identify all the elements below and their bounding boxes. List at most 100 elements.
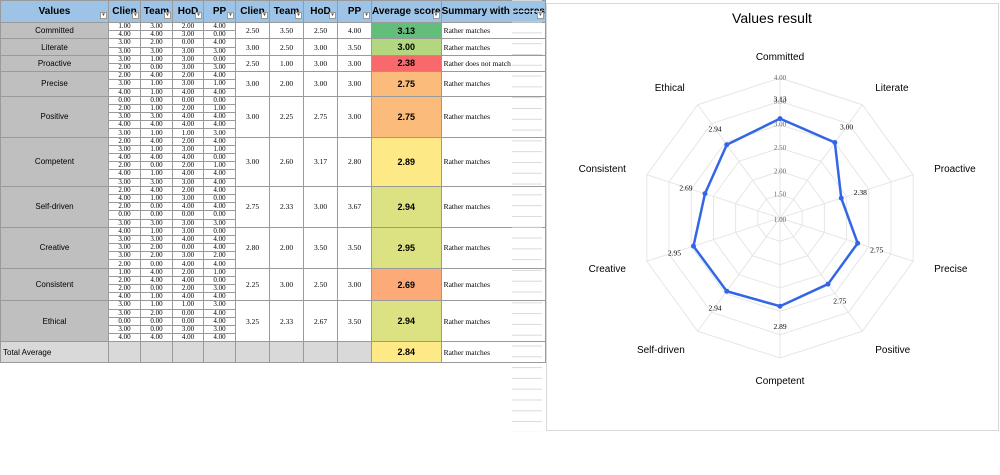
score-cell[interactable]: 2.00 [172, 103, 204, 114]
score-cell[interactable]: 4.00 [172, 169, 204, 179]
score-cell[interactable]: 4.00 [172, 152, 204, 163]
score-cell[interactable]: 3.00 [172, 144, 204, 155]
score-cell[interactable]: 0.00 [203, 275, 236, 286]
score-cell[interactable]: 3.00 [172, 177, 204, 187]
col-header-team-avg[interactable]: Team ▾ [269, 0, 304, 23]
score-cell[interactable]: 0.00 [140, 283, 173, 294]
empty-cell[interactable] [108, 341, 141, 364]
value-name-cell[interactable]: Competent [0, 136, 109, 187]
score-cell[interactable]: 4.00 [108, 152, 141, 163]
score-cell[interactable]: 1.00 [140, 87, 173, 97]
score-cell[interactable]: 2.00 [108, 136, 141, 146]
score-cell[interactable]: 1.00 [203, 161, 236, 171]
score-cell[interactable]: 0.00 [203, 193, 236, 204]
score-cell[interactable]: 3.00 [108, 243, 141, 253]
score-cell[interactable]: 3.00 [108, 128, 141, 138]
filter-dropdown-icon[interactable]: ▾ [329, 12, 336, 19]
score-cell[interactable]: 4.00 [203, 333, 236, 343]
score-cell[interactable]: 1.00 [203, 267, 236, 277]
score-cell[interactable]: 0.00 [203, 95, 236, 105]
value-name-cell[interactable]: Proactive [0, 54, 109, 73]
group-average-cell[interactable]: 2.50 [269, 38, 304, 56]
score-cell[interactable]: 4.00 [172, 120, 204, 130]
score-cell[interactable]: 1.00 [140, 144, 173, 155]
score-cell[interactable]: 4.00 [108, 292, 141, 302]
score-cell[interactable]: 2.00 [172, 267, 204, 277]
average-score-cell[interactable]: 2.94 [371, 185, 442, 228]
score-cell[interactable]: 4.00 [203, 243, 236, 253]
score-cell[interactable]: 1.00 [140, 193, 173, 204]
col-header-average-score[interactable]: Average score ▾ [371, 0, 442, 23]
score-cell[interactable]: 4.00 [172, 259, 204, 269]
score-cell[interactable]: 4.00 [172, 275, 204, 286]
group-average-cell[interactable]: 3.50 [337, 300, 372, 343]
col-header-hod-raw[interactable]: HoD ▾ [172, 0, 204, 23]
group-average-cell[interactable]: 3.00 [303, 54, 338, 73]
score-cell[interactable]: 2.00 [203, 251, 236, 261]
score-cell[interactable]: 1.00 [140, 103, 173, 114]
score-cell[interactable]: 0.00 [108, 316, 141, 326]
score-cell[interactable]: 3.00 [108, 218, 141, 228]
score-cell[interactable]: 0.00 [172, 210, 204, 220]
score-cell[interactable]: 3.00 [172, 226, 204, 236]
group-average-cell[interactable]: 3.00 [235, 136, 270, 187]
score-cell[interactable]: 1.00 [203, 144, 236, 155]
score-cell[interactable]: 2.00 [140, 308, 173, 318]
score-cell[interactable]: 2.00 [108, 283, 141, 294]
group-average-cell[interactable]: 3.00 [235, 95, 270, 138]
empty-cell[interactable] [337, 341, 372, 364]
score-cell[interactable]: 4.00 [203, 316, 236, 326]
filter-dropdown-icon[interactable]: ▾ [132, 12, 139, 19]
score-cell[interactable]: 0.00 [108, 210, 141, 220]
score-cell[interactable]: 1.00 [140, 292, 173, 302]
group-average-cell[interactable]: 2.80 [337, 136, 372, 187]
score-cell[interactable]: 0.00 [203, 152, 236, 163]
score-cell[interactable]: 3.00 [172, 54, 204, 64]
group-average-cell[interactable]: 3.00 [303, 71, 338, 97]
score-cell[interactable]: 4.00 [203, 292, 236, 302]
score-cell[interactable]: 2.00 [108, 62, 141, 73]
group-average-cell[interactable]: 3.00 [235, 71, 270, 97]
score-cell[interactable]: 3.00 [140, 112, 173, 122]
score-cell[interactable]: 4.00 [203, 136, 236, 146]
group-average-cell[interactable]: 2.25 [269, 95, 304, 138]
score-cell[interactable]: 4.00 [203, 21, 236, 32]
average-score-cell[interactable]: 2.69 [371, 267, 442, 302]
score-cell[interactable]: 4.00 [203, 185, 236, 195]
score-cell[interactable]: 1.00 [140, 300, 173, 310]
group-average-cell[interactable]: 3.00 [235, 38, 270, 56]
value-name-cell[interactable]: Committed [0, 21, 109, 40]
value-name-cell[interactable]: Consistent [0, 267, 109, 302]
score-cell[interactable]: 4.00 [140, 275, 173, 286]
col-header-team-raw[interactable]: Team ▾ [140, 0, 173, 23]
group-average-cell[interactable]: 2.00 [269, 226, 304, 269]
score-cell[interactable]: 0.00 [140, 324, 173, 335]
score-cell[interactable]: 3.00 [140, 234, 173, 245]
score-cell[interactable]: 4.00 [203, 120, 236, 130]
score-cell[interactable]: 2.00 [108, 185, 141, 195]
score-cell[interactable]: 0.00 [172, 38, 204, 48]
average-score-cell[interactable]: 2.75 [371, 71, 442, 97]
score-cell[interactable]: 3.00 [108, 177, 141, 187]
group-average-cell[interactable]: 3.00 [337, 95, 372, 138]
value-name-cell[interactable]: Creative [0, 226, 109, 269]
group-average-cell[interactable]: 2.60 [269, 136, 304, 187]
empty-cell[interactable] [269, 341, 304, 364]
score-cell[interactable]: 1.00 [140, 79, 173, 89]
filter-dropdown-icon[interactable]: ▾ [432, 12, 440, 19]
filter-dropdown-icon[interactable]: ▾ [363, 12, 370, 19]
empty-cell[interactable] [235, 341, 270, 364]
value-name-cell[interactable]: Self-driven [0, 185, 109, 228]
score-cell[interactable]: 0.00 [140, 95, 173, 105]
score-cell[interactable]: 2.00 [140, 243, 173, 253]
total-average-cell[interactable]: 2.84 [371, 341, 442, 364]
score-cell[interactable]: 4.00 [203, 112, 236, 122]
score-cell[interactable]: 4.00 [203, 259, 236, 269]
empty-cell[interactable] [303, 341, 338, 364]
value-name-cell[interactable]: Ethical [0, 300, 109, 343]
score-cell[interactable]: 3.00 [108, 38, 141, 48]
score-cell[interactable]: 0.00 [203, 226, 236, 236]
score-cell[interactable]: 4.00 [203, 71, 236, 81]
group-average-cell[interactable]: 3.00 [303, 38, 338, 56]
score-cell[interactable]: 2.00 [140, 38, 173, 48]
